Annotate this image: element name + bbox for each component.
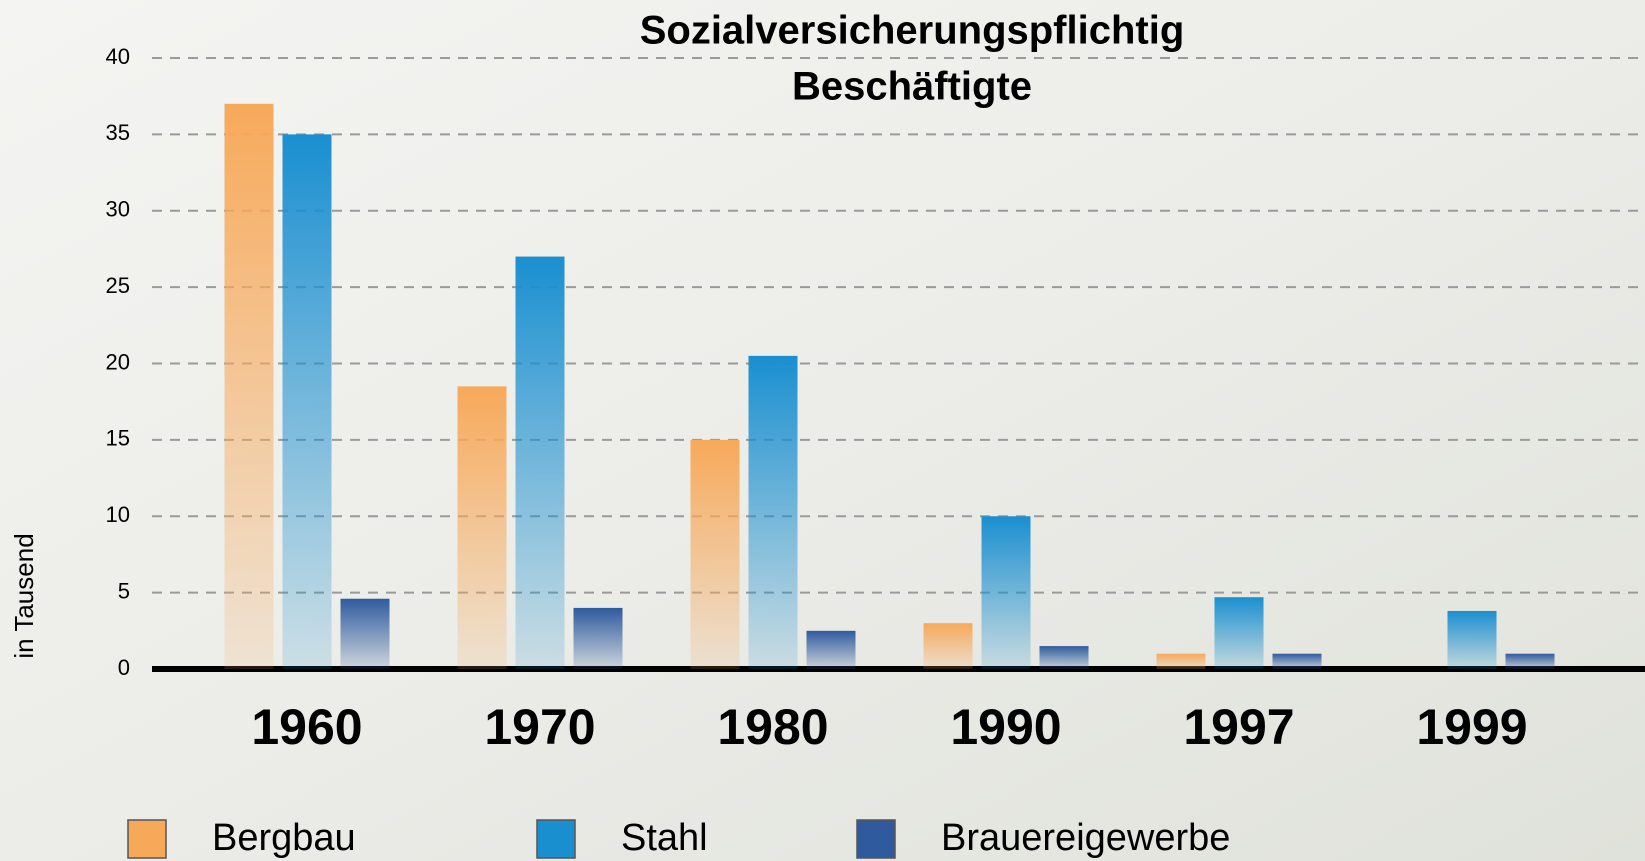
y-tick-label: 0 [118,655,130,680]
y-tick-label: 35 [106,120,130,145]
x-tick-label: 1999 [1416,699,1527,755]
legend-label: Stahl [621,817,708,859]
bar [690,439,740,669]
y-tick-label: 25 [106,273,130,298]
bar [573,607,623,669]
bar [340,598,390,669]
bar [515,256,565,669]
bar [981,516,1031,669]
bar [1214,597,1264,669]
bar [282,134,332,669]
bar [1272,653,1322,669]
bar [1039,646,1089,669]
chart-title: Sozialversicherungspflichtig [640,9,1185,53]
bar [224,103,274,669]
legend-swatch [127,819,167,859]
bar [806,630,856,669]
legend-label: Bergbau [212,817,356,859]
y-tick-label: 15 [106,426,130,451]
bar [1156,653,1206,669]
x-tick-label: 1980 [717,699,828,755]
bar [1447,610,1497,669]
legend-label: Brauereigewerbe [941,817,1230,859]
y-tick-label: 20 [106,349,130,374]
y-tick-label: 30 [106,197,130,222]
legend-swatch [536,819,576,859]
x-tick-label: 1970 [484,699,595,755]
y-tick-label: 40 [106,44,130,69]
y-tick-label: 5 [118,578,130,603]
bar [923,623,973,669]
y-tick-label: 10 [106,502,130,527]
y-axis-label: in Tausend [9,533,39,658]
chart-title: Beschäftigte [792,65,1032,109]
x-tick-label: 1960 [251,699,362,755]
bar [457,386,507,669]
bar [748,355,798,669]
bar [1505,653,1555,669]
x-tick-label: 1997 [1183,699,1294,755]
legend-swatch [856,819,896,859]
x-tick-label: 1990 [950,699,1061,755]
